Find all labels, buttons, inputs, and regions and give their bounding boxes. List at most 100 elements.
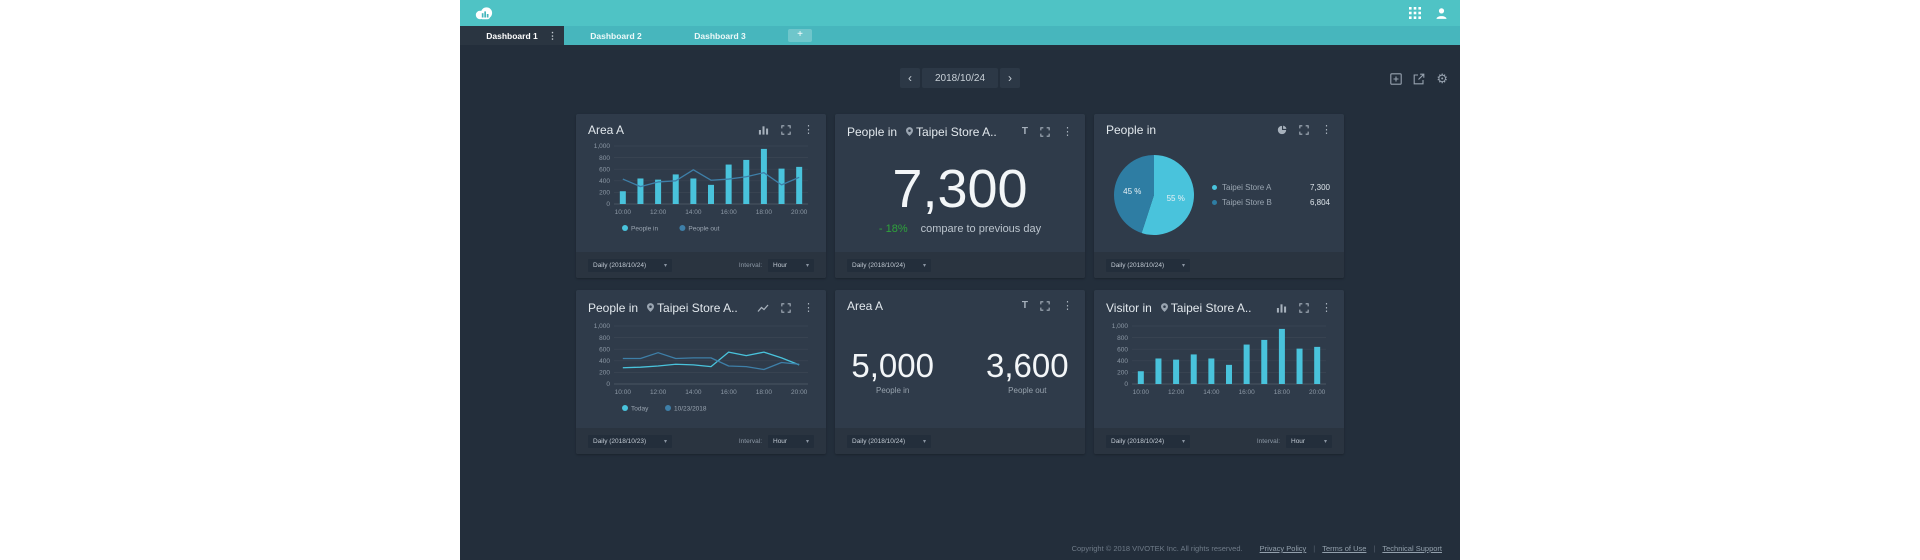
date-range-dropdown[interactable]: Daily (2018/10/24) ▾ — [847, 258, 931, 272]
page-footer: Copyright © 2018 VIVOTEK Inc. All rights… — [1072, 544, 1442, 553]
svg-text:600: 600 — [1117, 346, 1128, 353]
svg-text:20:00: 20:00 — [1309, 389, 1326, 396]
people-out-stat: 3,600 People out — [986, 349, 1069, 395]
widget-people-in-pie: People in — [1094, 114, 1344, 278]
widget-menu-kebab-icon[interactable]: ⋮ — [803, 301, 814, 314]
terms-of-use-link[interactable]: Terms of Use — [1322, 544, 1367, 553]
tab-label: Dashboard 2 — [590, 30, 642, 41]
svg-text:10:00: 10:00 — [615, 389, 632, 396]
widget-menu-kebab-icon[interactable]: ⋮ — [1321, 301, 1332, 314]
caret-down-icon: ▾ — [922, 438, 926, 445]
bar-chart-view-icon[interactable] — [758, 125, 769, 135]
topbar-actions — [1409, 7, 1448, 20]
svg-text:1,000: 1,000 — [1112, 323, 1129, 330]
text-view-icon[interactable]: T — [1021, 126, 1028, 137]
widget-menu-kebab-icon[interactable]: ⋮ — [1062, 299, 1073, 312]
expand-icon[interactable] — [1299, 125, 1309, 135]
svg-text:800: 800 — [599, 335, 610, 342]
caret-down-icon: ▾ — [805, 438, 809, 445]
tab-label: Dashboard 1 — [486, 30, 538, 41]
bar-chart-view-icon[interactable] — [1276, 303, 1287, 313]
export-share-icon[interactable] — [1413, 72, 1425, 85]
bar-chart: 0 200 400 600 800 1,000 10:00 12:00 14:00 16:00 18… — [1094, 320, 1344, 409]
tab-label: Dashboard 3 — [694, 30, 746, 41]
date-range-dropdown[interactable]: Daily (2018/10/23) ▾ — [588, 434, 672, 448]
svg-text:16:00: 16:00 — [1238, 389, 1255, 396]
interval-dropdown[interactable]: Hour ▾ — [768, 258, 814, 272]
page-actions: ⚙ — [1390, 72, 1448, 85]
next-day-button[interactable]: › — [1000, 68, 1021, 88]
dashboard-content: ‹ 2018/10/24 › ⚙ — [460, 45, 1460, 560]
top-app-bar — [460, 0, 1460, 26]
privacy-policy-link[interactable]: Privacy Policy — [1259, 544, 1307, 553]
widget-title: Area A — [588, 123, 625, 137]
widget-menu-kebab-icon[interactable]: ⋮ — [1062, 125, 1073, 138]
svg-text:10:00: 10:00 — [615, 209, 632, 216]
tab-kebab-icon[interactable]: ⋮ — [548, 30, 557, 40]
caret-down-icon: ▾ — [1181, 262, 1185, 269]
people-in-label: People in — [876, 386, 910, 395]
people-in-total: 7,300 — [892, 158, 1028, 219]
widget-people-in-count: People in Taipei Store A.. T — [835, 114, 1085, 278]
line-chart-view-icon[interactable] — [757, 304, 769, 313]
legend-label: Taipei Store B — [1222, 198, 1272, 207]
svg-text:18:00: 18:00 — [1274, 389, 1291, 396]
caret-down-icon: ▾ — [805, 262, 809, 269]
technical-support-link[interactable]: Technical Support — [1382, 544, 1442, 553]
location-pin-icon — [647, 299, 655, 317]
location-pin-icon — [906, 123, 914, 141]
text-view-icon[interactable]: T — [1021, 300, 1028, 311]
prev-day-button[interactable]: ‹ — [899, 68, 920, 88]
date-range-dropdown[interactable]: Daily (2018/10/24) ▾ — [1106, 258, 1190, 272]
svg-text:14:00: 14:00 — [685, 209, 702, 216]
svg-text:400: 400 — [599, 178, 610, 185]
widget-location: Taipei Store A.. — [657, 301, 738, 315]
pie-chart-view-icon[interactable] — [1277, 125, 1287, 135]
expand-icon[interactable] — [1040, 127, 1050, 137]
expand-icon[interactable] — [1299, 303, 1309, 313]
user-account-icon[interactable] — [1435, 7, 1448, 20]
tab-dashboard-2[interactable]: Dashboard 2 — [564, 26, 668, 45]
legend-item: Taipei Store B 6,804 — [1212, 198, 1330, 207]
interval-dropdown[interactable]: Hour ▾ — [768, 434, 814, 448]
interval-dropdown[interactable]: Hour ▾ — [1286, 434, 1332, 448]
date-range-dropdown[interactable]: Daily (2018/10/24) ▾ — [588, 258, 672, 272]
svg-text:600: 600 — [599, 166, 610, 173]
date-range-dropdown[interactable]: Daily (2018/10/24) ▾ — [847, 434, 931, 448]
location-pin-icon — [1160, 299, 1168, 317]
date-navigation: ‹ 2018/10/24 › — [460, 45, 1460, 88]
caret-down-icon: ▾ — [663, 438, 667, 445]
expand-icon[interactable] — [781, 125, 791, 135]
svg-text:400: 400 — [1117, 358, 1128, 365]
add-dashboard-button[interactable]: + — [788, 29, 812, 42]
tab-dashboard-3[interactable]: Dashboard 3 — [668, 26, 772, 45]
tab-dashboard-1[interactable]: Dashboard 1 ⋮ — [460, 26, 564, 45]
svg-text:600: 600 — [599, 346, 610, 353]
apps-grid-icon[interactable] — [1409, 7, 1421, 19]
svg-text:1,000: 1,000 — [594, 143, 611, 150]
caret-down-icon: ▾ — [1323, 438, 1327, 445]
svg-text:1,000: 1,000 — [594, 323, 611, 330]
settings-gear-icon[interactable]: ⚙ — [1436, 71, 1448, 86]
svg-text:20:00: 20:00 — [791, 209, 808, 216]
svg-text:200: 200 — [599, 190, 610, 197]
legend-dot — [1212, 200, 1217, 205]
date-range-dropdown[interactable]: Daily (2018/10/24) ▾ — [1106, 434, 1190, 448]
people-in-value: 5,000 — [851, 347, 934, 384]
dashboard-tab-bar: Dashboard 1 ⋮ Dashboard 2 Dashboard 3 + — [460, 26, 1460, 45]
legend-value: 6,804 — [1309, 198, 1330, 207]
caret-down-icon: ▾ — [1181, 438, 1185, 445]
add-widget-icon[interactable] — [1390, 72, 1403, 85]
current-date[interactable]: 2018/10/24 — [921, 68, 999, 88]
svg-text:18:00: 18:00 — [756, 389, 773, 396]
widget-menu-kebab-icon[interactable]: ⋮ — [1321, 123, 1332, 136]
expand-icon[interactable] — [1040, 301, 1050, 311]
widget-visitor-in-chart: Visitor in Taipei Store A.. — [1094, 290, 1344, 454]
vivotek-dashboard-app: Dashboard 1 ⋮ Dashboard 2 Dashboard 3 + … — [460, 0, 1460, 560]
widget-title: Visitor in — [1106, 301, 1152, 315]
expand-icon[interactable] — [781, 303, 791, 313]
widget-menu-kebab-icon[interactable]: ⋮ — [803, 123, 814, 136]
svg-text:55 %: 55 % — [1167, 194, 1185, 203]
svg-text:200: 200 — [599, 370, 610, 377]
